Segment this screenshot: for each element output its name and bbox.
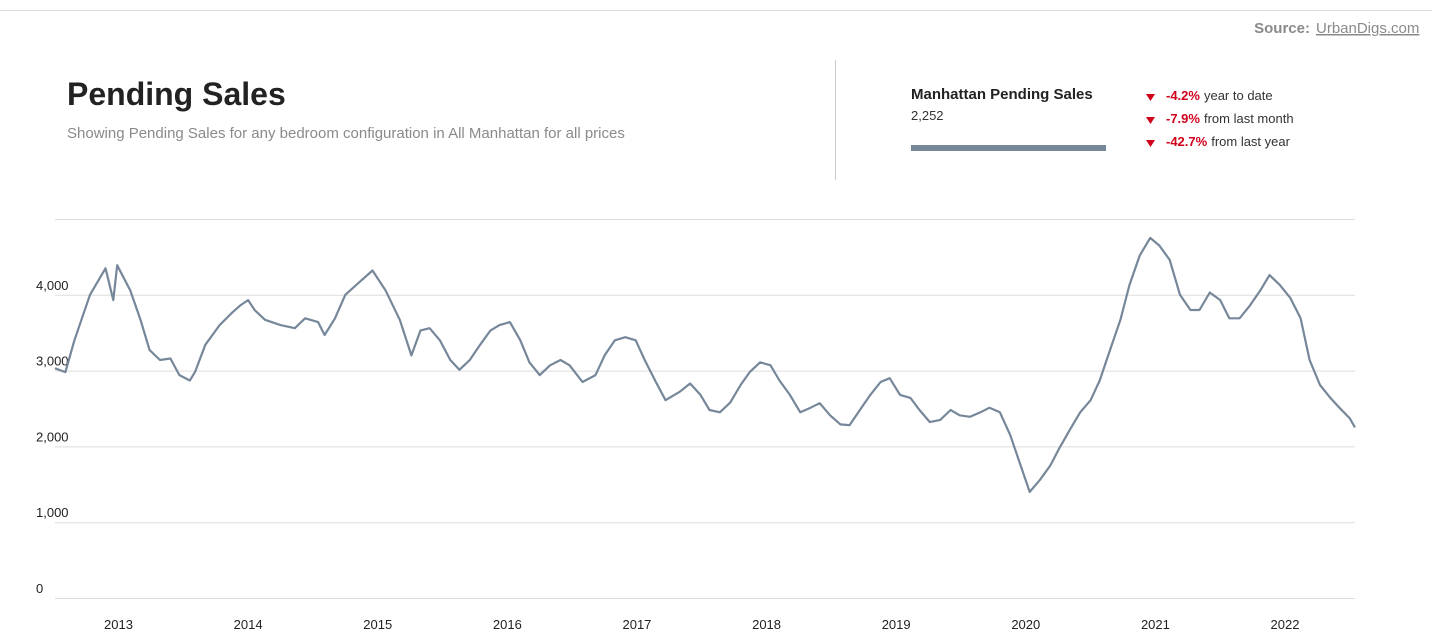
x-tick-label: 2021 [1141,617,1170,632]
legend-swatch [911,145,1106,151]
subtitle: Showing Pending Sales for any bedroom co… [67,125,625,142]
y-tick-label: 1,000 [36,505,69,520]
change-value: -42.7% [1166,134,1208,149]
x-tick-label: 2013 [104,617,133,632]
legend-label: Manhattan Pending Sales [911,86,1093,103]
change-value: -7.9% [1166,111,1200,126]
x-tick-label: 2019 [882,617,911,632]
y-tick-label: 2,000 [36,429,69,444]
y-tick-label: 4,000 [36,278,69,293]
x-tick-label: 2015 [363,617,392,632]
change-text: from last month [1204,111,1294,126]
change-text: from last year [1211,134,1290,149]
down-triangle [1146,94,1155,101]
x-tick-label: 2022 [1271,617,1300,632]
source-link[interactable]: UrbanDigs.com [1316,20,1419,37]
source-label: Source: [1254,20,1310,37]
x-tick-label: 2020 [1011,617,1040,632]
y-tick-label: 3,000 [36,354,69,369]
title: Pending Sales [67,76,286,112]
down-triangle [1146,140,1155,147]
x-tick-label: 2018 [752,617,781,632]
x-tick-label: 2014 [234,617,263,632]
change-text: year to date [1204,88,1273,103]
change-value: -4.2% [1166,88,1200,103]
data-line [54,236,1356,493]
x-tick-label: 2017 [622,617,651,632]
x-tick-label: 2016 [493,617,522,632]
down-triangle [1146,117,1155,124]
y-tick-label: 0 [36,581,43,596]
summary-value: 2,252 [911,108,944,123]
